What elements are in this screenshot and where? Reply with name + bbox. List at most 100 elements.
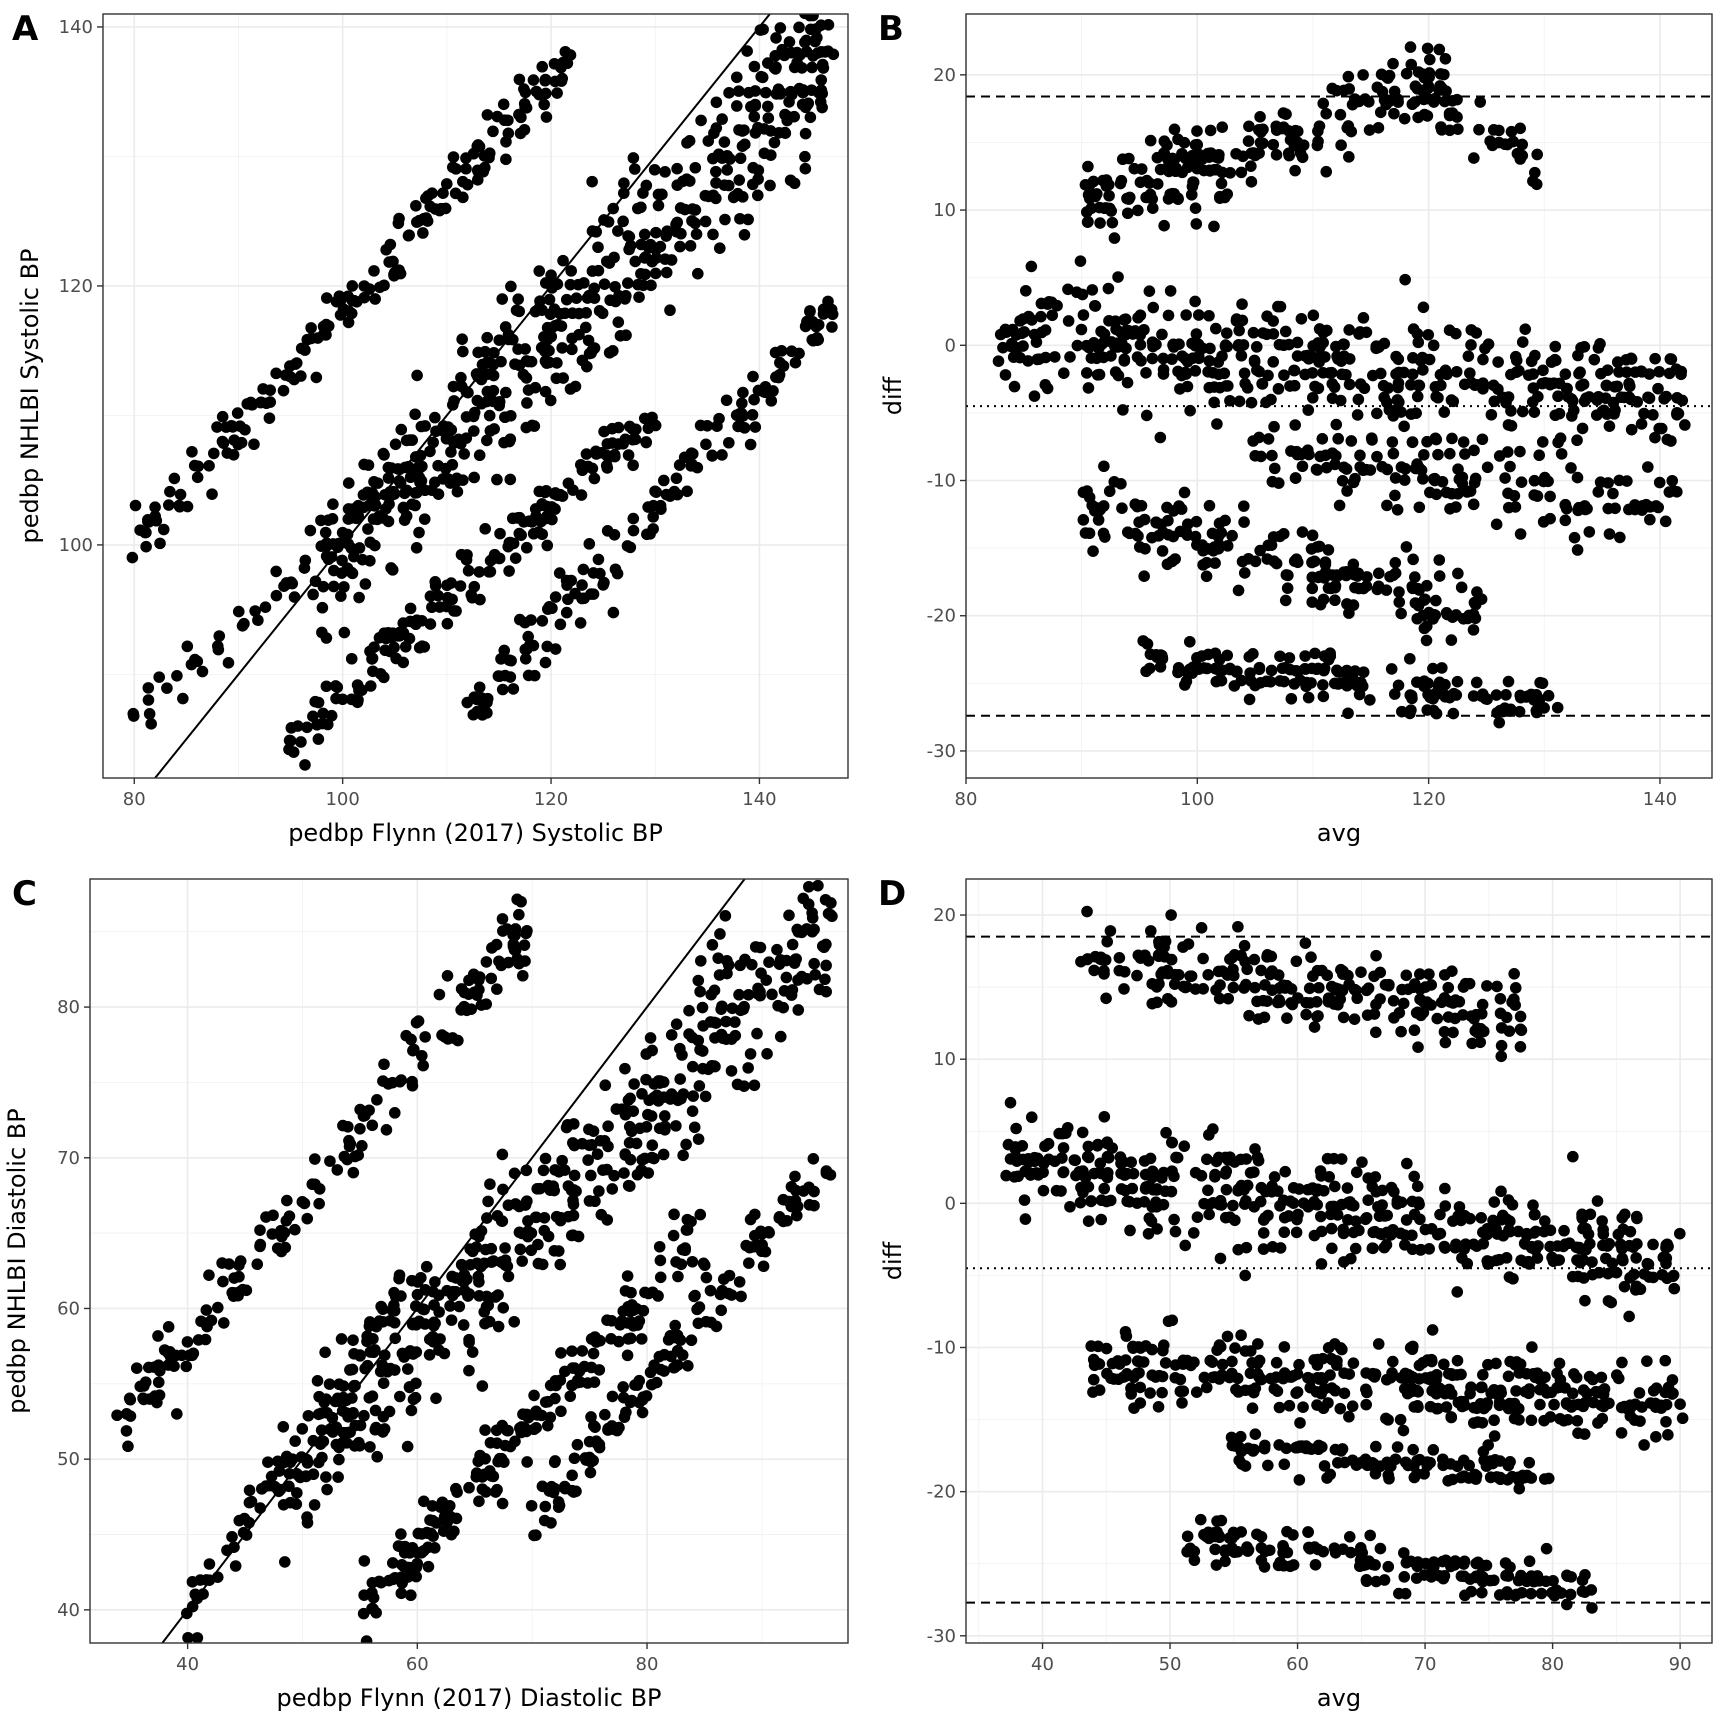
data-point — [217, 437, 230, 449]
data-point — [522, 630, 535, 643]
data-point — [367, 1346, 380, 1359]
data-point — [1206, 1371, 1219, 1384]
data-point — [1670, 363, 1683, 376]
data-point — [623, 230, 636, 243]
data-point — [1283, 652, 1296, 664]
data-point — [1088, 337, 1100, 349]
data-point — [536, 60, 549, 73]
data-point — [1232, 1243, 1244, 1256]
data-point — [560, 1121, 573, 1134]
data-point — [1319, 556, 1332, 568]
data-point — [1386, 1355, 1399, 1368]
data-point — [154, 537, 166, 550]
data-point — [1037, 1157, 1050, 1169]
data-point — [1525, 688, 1538, 701]
data-point — [1469, 379, 1481, 391]
data-point — [437, 1525, 450, 1538]
data-point — [1254, 544, 1266, 557]
data-point — [824, 909, 837, 921]
data-point — [457, 345, 469, 358]
data-point — [648, 1152, 660, 1165]
data-point — [228, 1272, 241, 1284]
data-point — [420, 1260, 433, 1273]
data-point — [1337, 1011, 1350, 1024]
data-point — [1676, 1412, 1689, 1425]
data-point — [1357, 666, 1370, 678]
data-point — [409, 499, 421, 512]
data-point — [181, 640, 194, 653]
data-point — [585, 1169, 597, 1182]
data-point — [1300, 1008, 1312, 1021]
data-point — [519, 616, 531, 629]
data-point — [1240, 978, 1252, 991]
data-point — [377, 1075, 389, 1087]
data-point — [203, 1558, 216, 1570]
data-point — [734, 420, 746, 432]
data-point — [1259, 979, 1271, 991]
data-point — [792, 1004, 805, 1016]
data-point — [1412, 1041, 1424, 1053]
data-point — [1139, 1168, 1152, 1181]
data-point — [1395, 1196, 1408, 1209]
x-tick-label: 120 — [534, 789, 568, 810]
data-point — [299, 554, 312, 567]
data-point — [601, 525, 614, 537]
data-point — [1175, 369, 1188, 382]
data-point — [1538, 1414, 1550, 1427]
data-point — [654, 189, 666, 201]
data-point — [1321, 969, 1334, 982]
data-point — [1168, 1213, 1180, 1226]
data-point — [600, 255, 613, 268]
data-point — [733, 988, 745, 1001]
data-point — [567, 1137, 579, 1149]
data-point — [540, 111, 553, 123]
data-point — [1396, 705, 1408, 718]
data-point — [1270, 124, 1283, 136]
data-point — [1525, 1587, 1537, 1600]
data-point — [1335, 1153, 1348, 1165]
data-point — [127, 707, 140, 720]
data-point — [1190, 328, 1203, 340]
data-point — [335, 590, 347, 602]
data-point — [807, 50, 819, 62]
data-point — [1256, 378, 1269, 390]
data-point — [1376, 1184, 1389, 1197]
data-point — [1294, 1417, 1306, 1429]
data-point — [542, 1230, 555, 1243]
data-point — [153, 671, 165, 683]
data-point — [418, 1495, 430, 1508]
data-point — [1008, 380, 1021, 393]
data-point — [820, 1167, 833, 1180]
data-point — [1202, 1184, 1214, 1197]
data-point — [543, 601, 556, 613]
data-point — [1455, 1395, 1467, 1408]
data-point — [164, 485, 176, 498]
data-point — [1207, 366, 1219, 379]
data-point — [812, 879, 824, 892]
data-point — [789, 356, 802, 369]
data-point — [694, 955, 707, 967]
data-point — [1101, 1171, 1114, 1184]
data-point — [1216, 350, 1228, 362]
data-point — [487, 125, 499, 138]
data-point — [1247, 326, 1260, 339]
data-point — [1577, 378, 1590, 391]
data-point — [1507, 1272, 1519, 1285]
data-point — [633, 291, 645, 303]
data-point — [380, 1124, 393, 1136]
data-point — [1112, 1373, 1125, 1386]
data-point — [1421, 1354, 1434, 1366]
data-point — [569, 380, 582, 393]
data-point — [1410, 1572, 1423, 1584]
data-point — [1603, 1397, 1615, 1410]
data-point — [1312, 1443, 1325, 1456]
data-point — [556, 342, 569, 354]
data-point — [1357, 312, 1370, 324]
data-point — [1357, 69, 1369, 81]
data-point — [1408, 1024, 1421, 1037]
data-point — [677, 1149, 689, 1162]
data-point — [1364, 694, 1376, 706]
data-point — [1397, 1424, 1410, 1437]
data-point — [1528, 1208, 1541, 1221]
data-point — [1412, 336, 1425, 349]
